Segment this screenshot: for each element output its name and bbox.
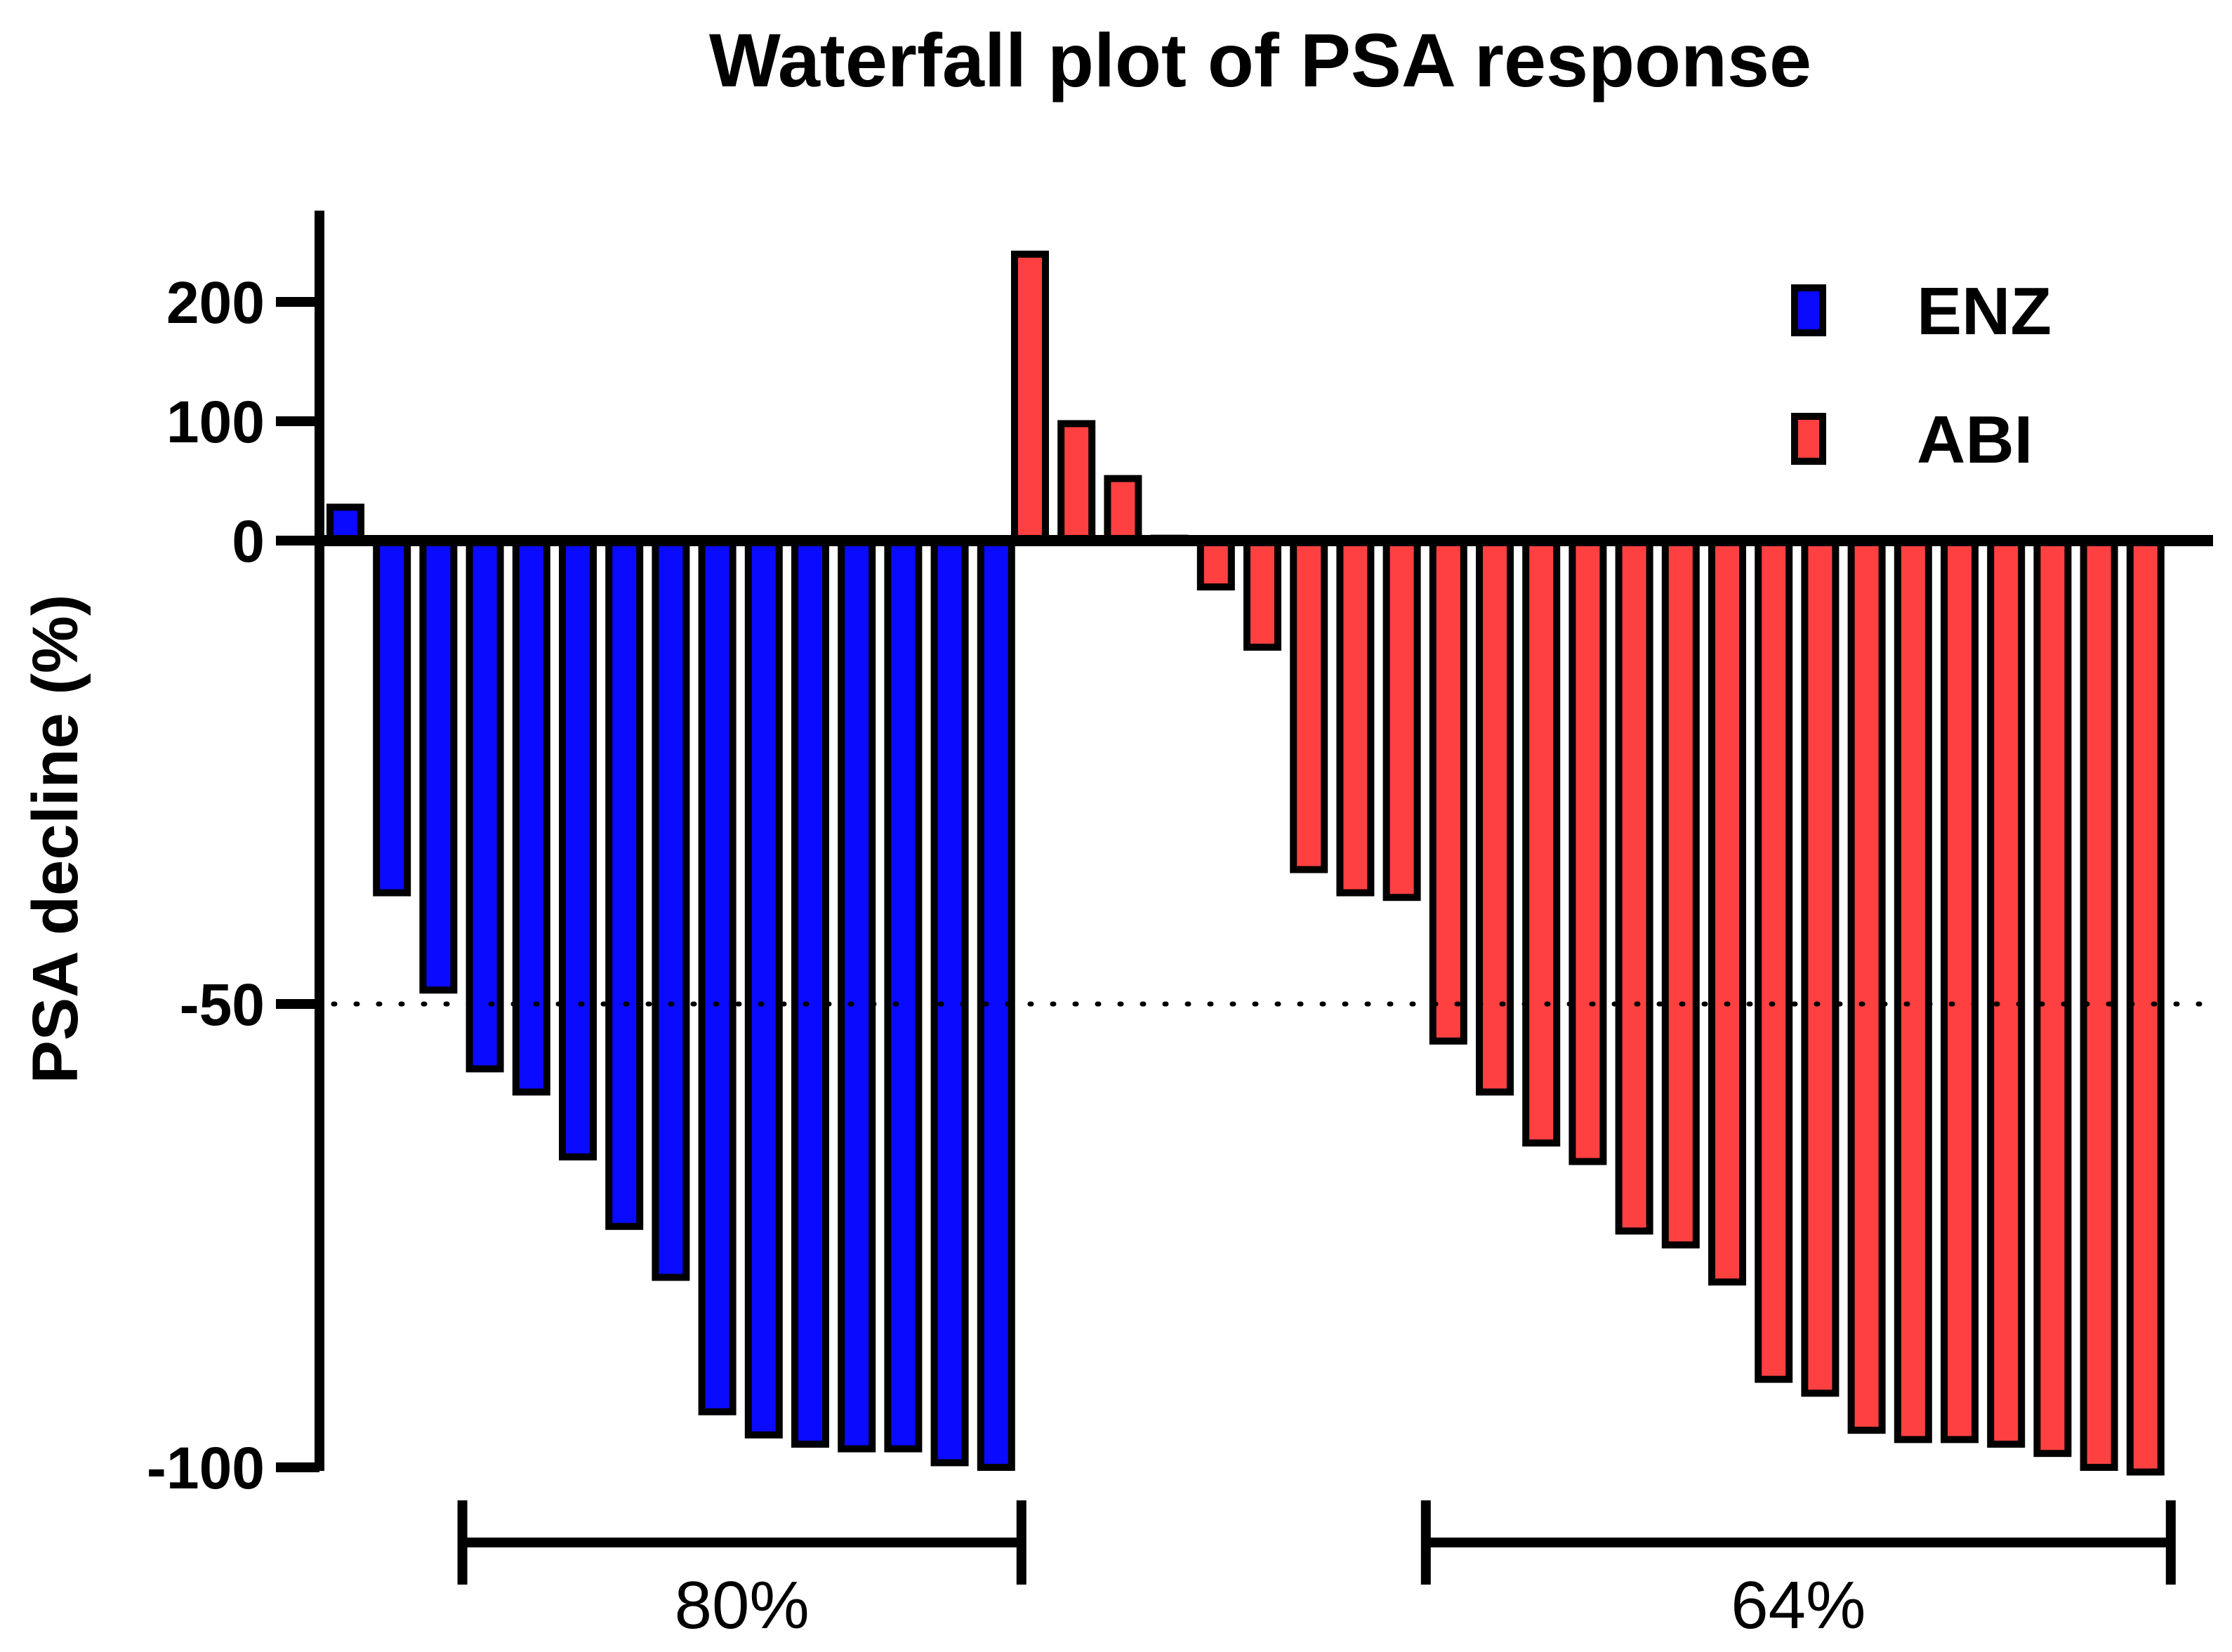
bar-abi-25 (2126, 537, 2165, 1476)
bar-enz-10 (744, 537, 783, 1439)
bar-abi-22 (1987, 537, 2026, 1448)
bar-enz-4 (465, 537, 504, 1073)
bar-abi-10 (1429, 537, 1467, 1045)
bar-enz-7 (605, 537, 644, 1230)
chart-title: Waterfall plot of PSA response (709, 18, 1811, 103)
bar-abi-9 (1382, 537, 1421, 901)
bar-enz-8 (652, 537, 690, 1281)
bars-layer (326, 251, 2165, 1476)
bar-abi-5 (1196, 537, 1235, 590)
response-rate-label-abi: 64% (1731, 1568, 1865, 1643)
y-tick-label: -100 (147, 1435, 265, 1501)
response-bracket-enz: 80% (457, 1500, 1026, 1643)
bar-enz-13 (884, 537, 923, 1453)
bar-abi-14 (1615, 537, 1653, 1235)
bar-enz-14 (930, 537, 969, 1467)
y-axis-title: PSA decline (%) (20, 595, 91, 1084)
bar-abi-2 (1057, 420, 1096, 545)
bar-abi-3 (1104, 475, 1142, 544)
bar-enz-6 (559, 537, 597, 1161)
y-tick-label: 200 (166, 270, 265, 336)
response-bracket-abi: 64% (1420, 1500, 2176, 1643)
y-tick-label: 0 (232, 508, 265, 574)
bar-abi-13 (1569, 537, 1607, 1165)
annotations: 80% 64% (457, 1500, 2176, 1643)
legend: ENZ ABI (1791, 274, 2052, 477)
bar-enz-9 (698, 537, 737, 1415)
bar-enz-3 (419, 537, 458, 994)
legend-swatch-enz (1791, 284, 1826, 336)
bar-abi-18 (1801, 537, 1840, 1397)
bar-abi-17 (1755, 537, 1793, 1383)
bar-abi-19 (1847, 537, 1886, 1434)
bar-abi-12 (1522, 537, 1561, 1147)
bar-abi-7 (1290, 537, 1328, 873)
axes-layer: 200 100 0 -50 -100 (147, 211, 2214, 1501)
bar-enz-5 (512, 537, 550, 1096)
bar-abi-20 (1894, 537, 1932, 1443)
y-tick-label: -50 (180, 972, 265, 1038)
bar-abi-23 (2033, 537, 2072, 1458)
bar-abi-16 (1708, 537, 1746, 1286)
bar-abi-1 (1011, 251, 1049, 544)
bar-enz-12 (838, 537, 876, 1453)
bar-abi-8 (1336, 537, 1375, 897)
legend-label-enz: ENZ (1917, 274, 2052, 349)
y-tick-label: 100 (166, 389, 265, 455)
bar-abi-11 (1476, 537, 1514, 1096)
legend-label-abi: ABI (1917, 402, 2033, 477)
bar-enz-11 (791, 537, 829, 1448)
bar-abi-15 (1661, 537, 1700, 1249)
bar-enz-2 (373, 537, 411, 897)
bar-abi-21 (1941, 537, 1979, 1443)
response-rate-label-enz: 80% (675, 1568, 810, 1643)
bar-abi-6 (1243, 537, 1281, 651)
legend-swatch-abi (1791, 413, 1826, 465)
